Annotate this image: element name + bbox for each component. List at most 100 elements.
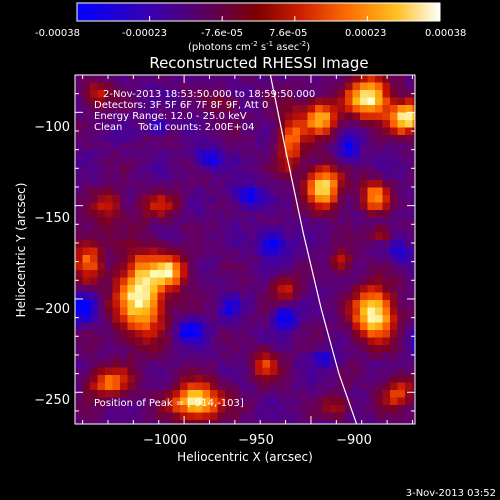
heatmap-cell bbox=[202, 367, 211, 376]
heatmap-cell bbox=[337, 180, 346, 188]
heatmap-cell bbox=[157, 112, 166, 121]
heatmap-cell bbox=[397, 255, 406, 263]
heatmap-cell bbox=[315, 420, 323, 424]
heatmap-cell bbox=[390, 225, 398, 233]
heatmap-cell bbox=[367, 105, 376, 113]
heatmap-cell bbox=[90, 75, 98, 83]
heatmap-cell bbox=[315, 255, 323, 263]
heatmap-cell bbox=[90, 240, 98, 248]
heatmap-cell bbox=[270, 82, 278, 91]
heatmap-cell bbox=[180, 285, 188, 293]
heatmap-cell bbox=[375, 202, 383, 211]
heatmap-cell bbox=[247, 172, 256, 181]
heatmap-cell bbox=[352, 405, 361, 413]
heatmap-cell bbox=[390, 382, 398, 391]
heatmap-cell bbox=[75, 255, 83, 263]
heatmap-cell bbox=[165, 187, 173, 196]
heatmap-cell bbox=[97, 322, 106, 331]
heatmap-cell bbox=[382, 82, 391, 91]
heatmap-cell bbox=[105, 315, 113, 323]
heatmap-cell bbox=[195, 315, 203, 323]
heatmap-cell bbox=[180, 82, 188, 91]
heatmap-cell bbox=[315, 240, 323, 248]
heatmap-cell bbox=[405, 315, 413, 323]
heatmap-cell bbox=[90, 210, 98, 218]
heatmap-cell bbox=[217, 345, 226, 353]
heatmap-cell bbox=[150, 210, 158, 218]
heatmap-cell bbox=[202, 247, 211, 256]
heatmap-cell bbox=[112, 277, 121, 286]
heatmap-cell bbox=[112, 97, 121, 106]
heatmap-cell bbox=[120, 120, 128, 128]
heatmap-cell bbox=[247, 120, 256, 128]
heatmap-cell bbox=[255, 300, 263, 308]
heatmap-cell bbox=[405, 270, 413, 278]
heatmap-cell bbox=[210, 225, 218, 233]
heatmap-cell bbox=[360, 322, 368, 331]
heatmap-cell bbox=[157, 195, 166, 203]
heatmap-cell bbox=[322, 157, 331, 166]
heatmap-cell bbox=[262, 322, 271, 331]
heatmap-cell bbox=[210, 420, 218, 424]
heatmap-cell bbox=[202, 255, 211, 263]
heatmap-cell bbox=[285, 375, 293, 383]
heatmap-cell bbox=[285, 345, 293, 353]
heatmap-cell bbox=[247, 255, 256, 263]
heatmap-cell bbox=[345, 127, 353, 136]
heatmap-cell bbox=[307, 360, 316, 368]
heatmap-cell bbox=[262, 345, 271, 353]
heatmap-cell bbox=[367, 217, 376, 226]
heatmap-cell bbox=[165, 135, 173, 143]
heatmap-cell bbox=[90, 330, 98, 338]
heatmap-cell bbox=[105, 375, 113, 383]
heatmap-cell bbox=[382, 420, 391, 424]
heatmap-cell bbox=[300, 90, 308, 98]
heatmap-cell bbox=[187, 270, 196, 278]
heatmap-cell bbox=[142, 322, 151, 331]
heatmap-cell bbox=[172, 390, 181, 398]
heatmap-cell bbox=[120, 105, 128, 113]
heatmap-cell bbox=[277, 240, 286, 248]
heatmap-cell bbox=[405, 172, 413, 181]
heatmap-cell bbox=[90, 382, 98, 391]
heatmap-cell bbox=[127, 127, 136, 136]
heatmap-cell bbox=[352, 202, 361, 211]
heatmap-cell bbox=[382, 142, 391, 151]
heatmap-cell bbox=[352, 255, 361, 263]
heatmap-cell bbox=[90, 150, 98, 158]
heatmap-cell bbox=[150, 202, 158, 211]
heatmap-cell bbox=[390, 247, 398, 256]
heatmap-cell bbox=[135, 352, 143, 361]
heatmap-cell bbox=[217, 75, 226, 83]
heatmap-cell bbox=[322, 247, 331, 256]
heatmap-cell bbox=[90, 202, 98, 211]
heatmap-cell bbox=[390, 90, 398, 98]
heatmap-cell bbox=[345, 262, 353, 271]
heatmap-cell bbox=[127, 157, 136, 166]
heatmap-cell bbox=[307, 112, 316, 121]
heatmap-cell bbox=[225, 420, 233, 424]
heatmap-cell bbox=[292, 307, 301, 316]
heatmap-cell bbox=[367, 195, 376, 203]
heatmap-cell bbox=[300, 330, 308, 338]
heatmap-cell bbox=[337, 375, 346, 383]
heatmap-cell bbox=[202, 352, 211, 361]
heatmap-cell bbox=[285, 412, 293, 421]
heatmap-cell bbox=[345, 195, 353, 203]
heatmap-cell bbox=[247, 232, 256, 241]
heatmap-cell bbox=[187, 262, 196, 271]
heatmap-cell bbox=[352, 270, 361, 278]
heatmap-cell bbox=[105, 255, 113, 263]
axis-ticks bbox=[75, 74, 415, 424]
heatmap-cell bbox=[270, 180, 278, 188]
heatmap-cell bbox=[292, 82, 301, 91]
heatmap-cell bbox=[217, 202, 226, 211]
heatmap-cell bbox=[412, 262, 415, 271]
heatmap-cell bbox=[232, 127, 241, 136]
heatmap-cell bbox=[375, 382, 383, 391]
heatmap-cell bbox=[270, 157, 278, 166]
heatmap-cell bbox=[135, 75, 143, 83]
heatmap-cell bbox=[157, 285, 166, 293]
heatmap-cell bbox=[240, 75, 248, 83]
heatmap-cell bbox=[255, 412, 263, 421]
